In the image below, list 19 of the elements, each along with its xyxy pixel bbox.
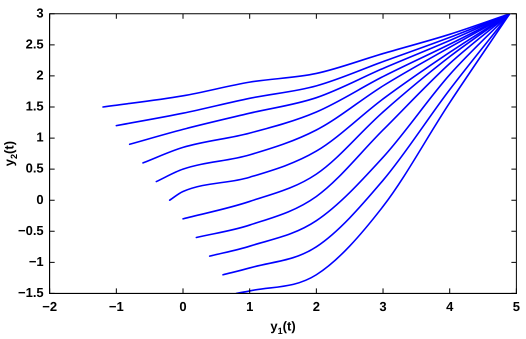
y-tick-label: 2 [36, 68, 44, 83]
x-tick-label: −2 [42, 298, 58, 314]
y-tick-label: 1 [36, 130, 44, 145]
x-tick-label: 2 [312, 298, 320, 314]
y-tick-label: 0 [36, 192, 44, 207]
y-tick-label: 1.5 [26, 98, 44, 114]
x-tick-label: −1 [108, 298, 124, 314]
y-axis-title: y2(t) [2, 140, 20, 166]
y-tick-label: −0.5 [18, 222, 44, 238]
y-tick-label: 3 [36, 5, 44, 20]
x-tick-label: 3 [379, 298, 387, 314]
y-tick-label: 2.5 [26, 36, 44, 52]
y-tick-label: −1 [28, 254, 44, 269]
y-tick-label: −1.5 [18, 284, 44, 300]
y-tick-label: 0.5 [26, 160, 44, 176]
x-tick-label: 4 [446, 298, 454, 314]
x-tick-label: 5 [512, 298, 520, 314]
x-tick-label: 1 [246, 298, 254, 314]
x-tick-label: 0 [179, 298, 187, 314]
